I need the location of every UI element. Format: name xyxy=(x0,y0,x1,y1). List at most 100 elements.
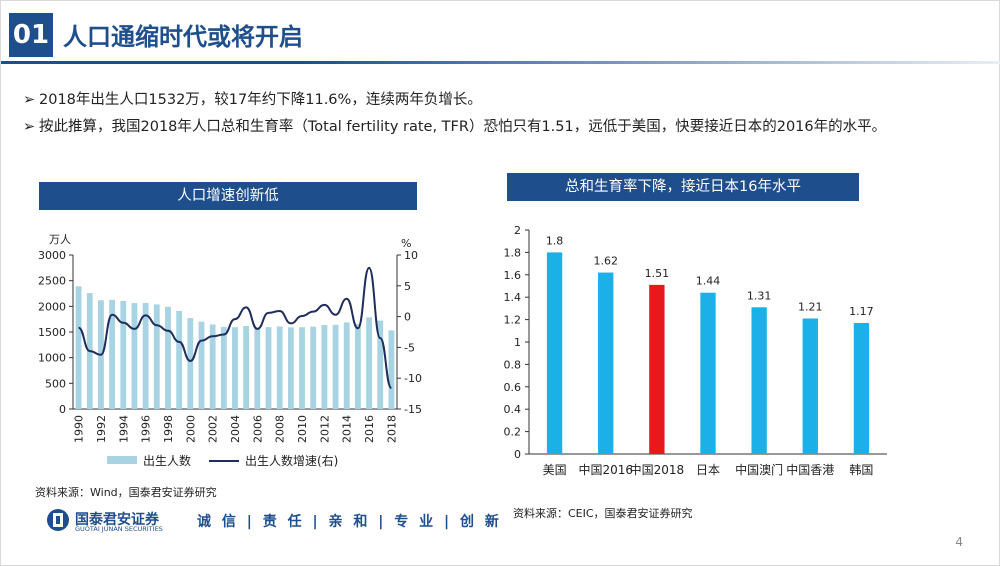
x-tick-label: 2006 xyxy=(251,415,264,443)
birth-bar xyxy=(343,322,350,409)
x-tick-label: 2002 xyxy=(207,415,220,443)
right-y-tick-label: 10 xyxy=(404,249,418,262)
left-y-tick-label: 0 xyxy=(59,403,66,416)
x-tick-label: 1990 xyxy=(73,415,86,443)
right-y-tick-label: 0 xyxy=(404,311,411,324)
growth-line xyxy=(78,266,393,390)
x-tick-label: 1998 xyxy=(162,415,175,443)
right-y-tick-label: 5 xyxy=(404,280,411,293)
birth-bar xyxy=(198,321,205,409)
tfr-bar xyxy=(546,252,563,454)
right-y-tick-label: -5 xyxy=(404,341,415,354)
birth-bar xyxy=(332,324,339,409)
tfr-data-label: 1.8 xyxy=(546,234,564,247)
tfr-data-label: 1.31 xyxy=(747,289,772,302)
birth-bar xyxy=(354,324,361,409)
left-y-tick-label: 2500 xyxy=(38,275,66,288)
logo-mark-icon xyxy=(47,509,69,531)
y-tick-label: 0.8 xyxy=(504,358,522,371)
x-tick-label: 2018 xyxy=(385,415,398,443)
birth-bar xyxy=(220,326,227,409)
y-tick-label: 1.4 xyxy=(504,291,522,304)
bullet-1: ➢ 2018年出生人口1532万，较17年约下降11.6%，连续两年负增长。 xyxy=(23,88,482,109)
right-y-tick-label: -10 xyxy=(404,372,422,385)
tfr-bar xyxy=(802,318,818,454)
birth-bar xyxy=(299,327,305,409)
birth-bar xyxy=(276,326,283,409)
right-y-tick-label: -15 xyxy=(404,403,422,416)
section-number: 01 xyxy=(9,13,53,57)
legend-bar-label: 出生人数 xyxy=(143,453,191,468)
tfr-data-label: 1.17 xyxy=(849,305,874,318)
tfr-bar xyxy=(700,292,716,454)
y-tick-label: 1 xyxy=(514,336,521,349)
birth-bar xyxy=(209,324,216,409)
tfr-data-label: 1.62 xyxy=(593,255,618,268)
birth-bar xyxy=(153,304,160,409)
x-category-label: 中国香港 xyxy=(786,462,834,477)
tfr-data-label: 1.51 xyxy=(645,267,670,280)
x-category-label: 中国澳门 xyxy=(735,462,783,477)
tfr-bar xyxy=(649,284,665,454)
x-category-label: 中国2016 xyxy=(578,462,633,477)
bullet-2: ➢ 按此推算，我国2018年人口总和生育率（Total fertility rat… xyxy=(23,115,886,136)
x-category-label: 中国2018 xyxy=(630,462,685,477)
y-tick-label: 1.2 xyxy=(504,314,522,327)
x-category-label: 日本 xyxy=(696,463,720,477)
company-logo: 国泰君安证券 GUOTAI JUNAN SECURITIES xyxy=(45,507,195,537)
birth-bar xyxy=(388,330,395,409)
birth-bar xyxy=(265,327,272,409)
right-chart: 0 0.2 0.4 0.6 0.8 1 1.2 1.4 1.6 1.8 2 1.8 美国 1.62 中国20… xyxy=(504,224,887,477)
page-number: 4 xyxy=(955,535,963,549)
title-divider xyxy=(1,61,1000,64)
birth-bar xyxy=(232,327,238,409)
arrow-bullet-icon: ➢ xyxy=(23,92,36,108)
left-chart-source: 资料来源：Wind，国泰君安证券研究 xyxy=(35,486,217,499)
y-tick-label: 0.4 xyxy=(504,403,522,416)
legend-line-label: 出生人数增速(右) xyxy=(245,453,338,468)
left-y-tick-label: 3000 xyxy=(38,249,66,262)
left-axis-unit: 万人 xyxy=(49,233,71,246)
birth-bar xyxy=(310,326,317,409)
tfr-bar xyxy=(853,322,870,454)
x-tick-label: 2004 xyxy=(229,415,242,443)
page-title: 人口通缩时代或将开启 xyxy=(63,23,303,51)
x-tick-label: 2008 xyxy=(274,415,287,443)
x-tick-label: 2010 xyxy=(296,415,309,443)
birth-bar xyxy=(377,320,384,409)
x-tick-label: 1992 xyxy=(95,415,108,443)
tfr-data-label: 1.21 xyxy=(798,300,823,313)
y-tick-label: 0.6 xyxy=(504,381,522,394)
legend-bar-swatch xyxy=(107,456,137,464)
birth-bar xyxy=(131,303,138,409)
birth-bar xyxy=(176,311,183,409)
logo-en-text: GUOTAI JUNAN SECURITIES xyxy=(75,525,163,533)
birth-bar xyxy=(187,318,194,409)
tfr-bar xyxy=(751,307,767,454)
right-chart-source: 资料来源：CEIC，国泰君安证券研究 xyxy=(513,507,693,520)
x-category-label: 美国 xyxy=(543,463,567,477)
birth-bar xyxy=(109,299,116,409)
y-tick-label: 1.8 xyxy=(504,246,522,259)
y-tick-label: 2 xyxy=(514,224,521,237)
bullet-2-text: 按此推算，我国2018年人口总和生育率（Total fertility rate… xyxy=(39,119,887,135)
left-y-tick-label: 1500 xyxy=(38,326,66,339)
x-tick-label: 2016 xyxy=(363,415,376,443)
right-axis-unit: % xyxy=(401,237,411,250)
x-tick-label: 2012 xyxy=(318,415,331,443)
left-y-tick-label: 500 xyxy=(45,377,66,390)
left-chart-banner: 人口增速创新低 xyxy=(39,182,417,210)
birth-bar xyxy=(366,317,372,409)
y-tick-label: 1.6 xyxy=(504,269,522,282)
x-tick-label: 1996 xyxy=(140,415,153,443)
arrow-bullet-icon: ➢ xyxy=(23,119,36,135)
y-tick-label: 0 xyxy=(514,448,521,461)
left-y-tick-label: 1000 xyxy=(38,352,66,365)
x-tick-label: 2000 xyxy=(184,415,197,443)
x-tick-label: 1994 xyxy=(117,415,130,443)
birth-bar xyxy=(287,327,294,409)
right-chart-banner: 总和生育率下降，接近日本16年水平 xyxy=(507,173,859,201)
birth-bar xyxy=(120,300,127,409)
birth-bar xyxy=(321,325,328,409)
